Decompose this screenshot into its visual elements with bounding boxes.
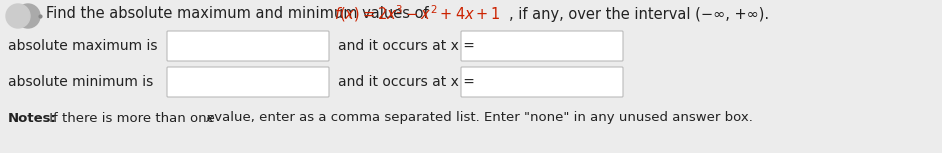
Text: absolute maximum is: absolute maximum is (8, 39, 157, 53)
Text: and it occurs at x =: and it occurs at x = (338, 39, 475, 53)
FancyBboxPatch shape (167, 31, 329, 61)
Text: value, enter as a comma separated list. Enter "none" in any unused answer box.: value, enter as a comma separated list. … (210, 112, 753, 125)
FancyBboxPatch shape (461, 67, 623, 97)
Text: and it occurs at x =: and it occurs at x = (338, 75, 475, 89)
FancyBboxPatch shape (167, 67, 329, 97)
Text: If there is more than one: If there is more than one (45, 112, 219, 125)
Text: Notes:: Notes: (8, 112, 57, 125)
Text: , if any, over the interval (−∞, +∞).: , if any, over the interval (−∞, +∞). (509, 6, 769, 22)
Circle shape (16, 4, 40, 28)
Text: x: x (205, 112, 213, 125)
Text: absolute minimum is: absolute minimum is (8, 75, 154, 89)
Circle shape (6, 4, 30, 28)
Text: $f(x) = 2x^3 - x^2 + 4x + 1$: $f(x) = 2x^3 - x^2 + 4x + 1$ (334, 4, 501, 24)
FancyBboxPatch shape (461, 31, 623, 61)
Text: Find the absolute maximum and minimum values of: Find the absolute maximum and minimum va… (46, 6, 433, 22)
